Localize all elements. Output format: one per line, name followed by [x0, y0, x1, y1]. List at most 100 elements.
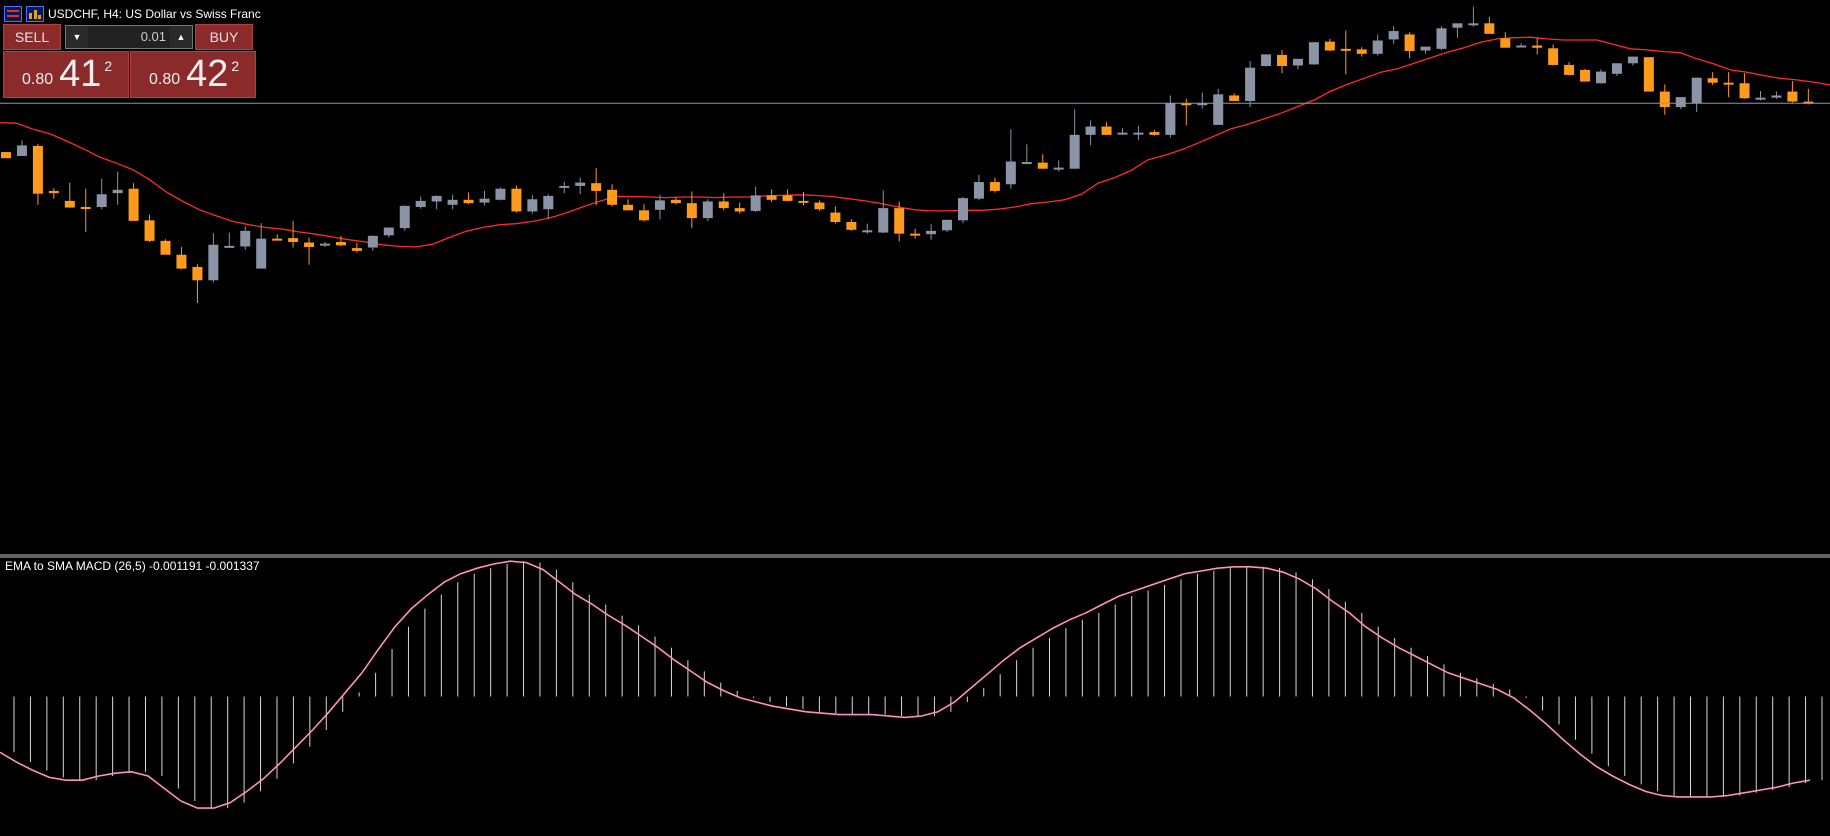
candle-body	[607, 189, 618, 205]
candle	[48, 188, 59, 199]
candle-body	[1691, 77, 1702, 104]
candle-body	[942, 219, 953, 231]
candle	[926, 224, 937, 240]
lot-increase-icon[interactable]: ▲	[170, 26, 192, 48]
candle	[1229, 93, 1240, 102]
buy-price-prefix: 0.80	[149, 71, 181, 88]
candle	[686, 191, 697, 229]
candle-body	[16, 145, 27, 156]
candle-body	[1213, 94, 1224, 125]
candle-body	[224, 245, 235, 248]
candle-body	[639, 210, 649, 221]
candle	[1436, 26, 1447, 50]
candle-body	[766, 195, 777, 200]
candle-body	[1261, 54, 1272, 67]
candle	[1069, 109, 1080, 169]
candle-body	[1356, 49, 1367, 54]
candle-body	[734, 208, 745, 212]
candle	[527, 194, 538, 214]
candle	[575, 177, 586, 195]
candle-body	[591, 183, 602, 191]
candle	[479, 190, 490, 206]
buy-button[interactable]: BUY	[195, 24, 253, 50]
lot-decrease-icon[interactable]: ▼	[66, 26, 88, 48]
candle-body	[575, 182, 586, 186]
candle-body	[1420, 46, 1431, 51]
candle-body	[128, 188, 139, 221]
candle	[1388, 26, 1399, 44]
candle-body	[1771, 95, 1782, 98]
candle-body	[1, 152, 11, 159]
candle-body	[830, 212, 841, 222]
candle	[846, 219, 857, 231]
candle	[511, 185, 522, 213]
candle	[1516, 43, 1527, 48]
candle	[1324, 38, 1335, 52]
chart-bars-icon[interactable]	[26, 6, 44, 22]
candle	[96, 178, 107, 210]
candle-body	[48, 190, 59, 194]
chart-menu-icon[interactable]	[4, 6, 22, 22]
candle-body	[1755, 97, 1766, 100]
candle-body	[670, 199, 681, 204]
candle	[1117, 128, 1128, 135]
lot-size-stepper[interactable]: ▼ 0.01 ▲	[65, 25, 193, 49]
candle	[543, 194, 554, 219]
candle-body	[878, 208, 889, 233]
candle	[973, 174, 984, 201]
candle-body	[1340, 48, 1351, 51]
candle	[1659, 84, 1670, 115]
candle	[1197, 92, 1208, 109]
candle	[495, 187, 506, 201]
candle-body	[989, 182, 1000, 191]
candle-body	[240, 230, 251, 247]
candle	[288, 220, 299, 248]
candle-body	[256, 238, 267, 269]
candle-body	[1548, 48, 1559, 65]
candle	[1133, 125, 1144, 140]
candle-body	[96, 194, 107, 208]
sell-button[interactable]: SELL	[3, 24, 61, 50]
window-title: USDCHF, H4: US Dollar vs Swiss Franc	[48, 7, 261, 21]
candle-body	[1292, 58, 1303, 66]
candle-body	[1627, 56, 1638, 64]
candle-body	[926, 230, 937, 235]
candle	[958, 197, 968, 224]
candle-body	[1085, 126, 1096, 135]
candle	[208, 233, 219, 283]
lot-size-input[interactable]: 0.01	[88, 26, 170, 48]
candle-body	[1500, 38, 1511, 48]
candle	[415, 196, 426, 209]
candle-body	[288, 238, 299, 242]
candle	[1532, 37, 1543, 55]
candle-body	[32, 145, 43, 194]
candle	[1245, 61, 1256, 108]
candle	[894, 201, 905, 242]
candle	[830, 206, 841, 224]
candle-body	[1643, 57, 1654, 92]
candle-body	[798, 200, 809, 203]
candle	[1691, 77, 1702, 113]
candle-body	[527, 199, 538, 212]
candle	[1627, 56, 1638, 66]
candle-body	[559, 185, 570, 188]
candle-body	[144, 220, 155, 241]
candle-body	[1739, 83, 1750, 99]
candle	[1739, 73, 1750, 99]
candle	[1596, 69, 1606, 84]
candle-body	[1707, 78, 1718, 83]
candle	[1261, 54, 1272, 67]
buy-price-box[interactable]: 0.80 42 2	[130, 51, 256, 98]
candle	[654, 194, 665, 220]
candle	[1005, 129, 1016, 189]
candle	[1500, 32, 1511, 48]
candle-body	[1468, 23, 1479, 26]
candle	[1580, 68, 1591, 82]
candle	[639, 204, 649, 222]
sell-price-main: 41	[59, 53, 102, 95]
sell-price-box[interactable]: 0.80 41 2	[3, 51, 129, 98]
candle	[718, 193, 729, 211]
candle-body	[383, 227, 394, 236]
candle	[1037, 154, 1048, 169]
